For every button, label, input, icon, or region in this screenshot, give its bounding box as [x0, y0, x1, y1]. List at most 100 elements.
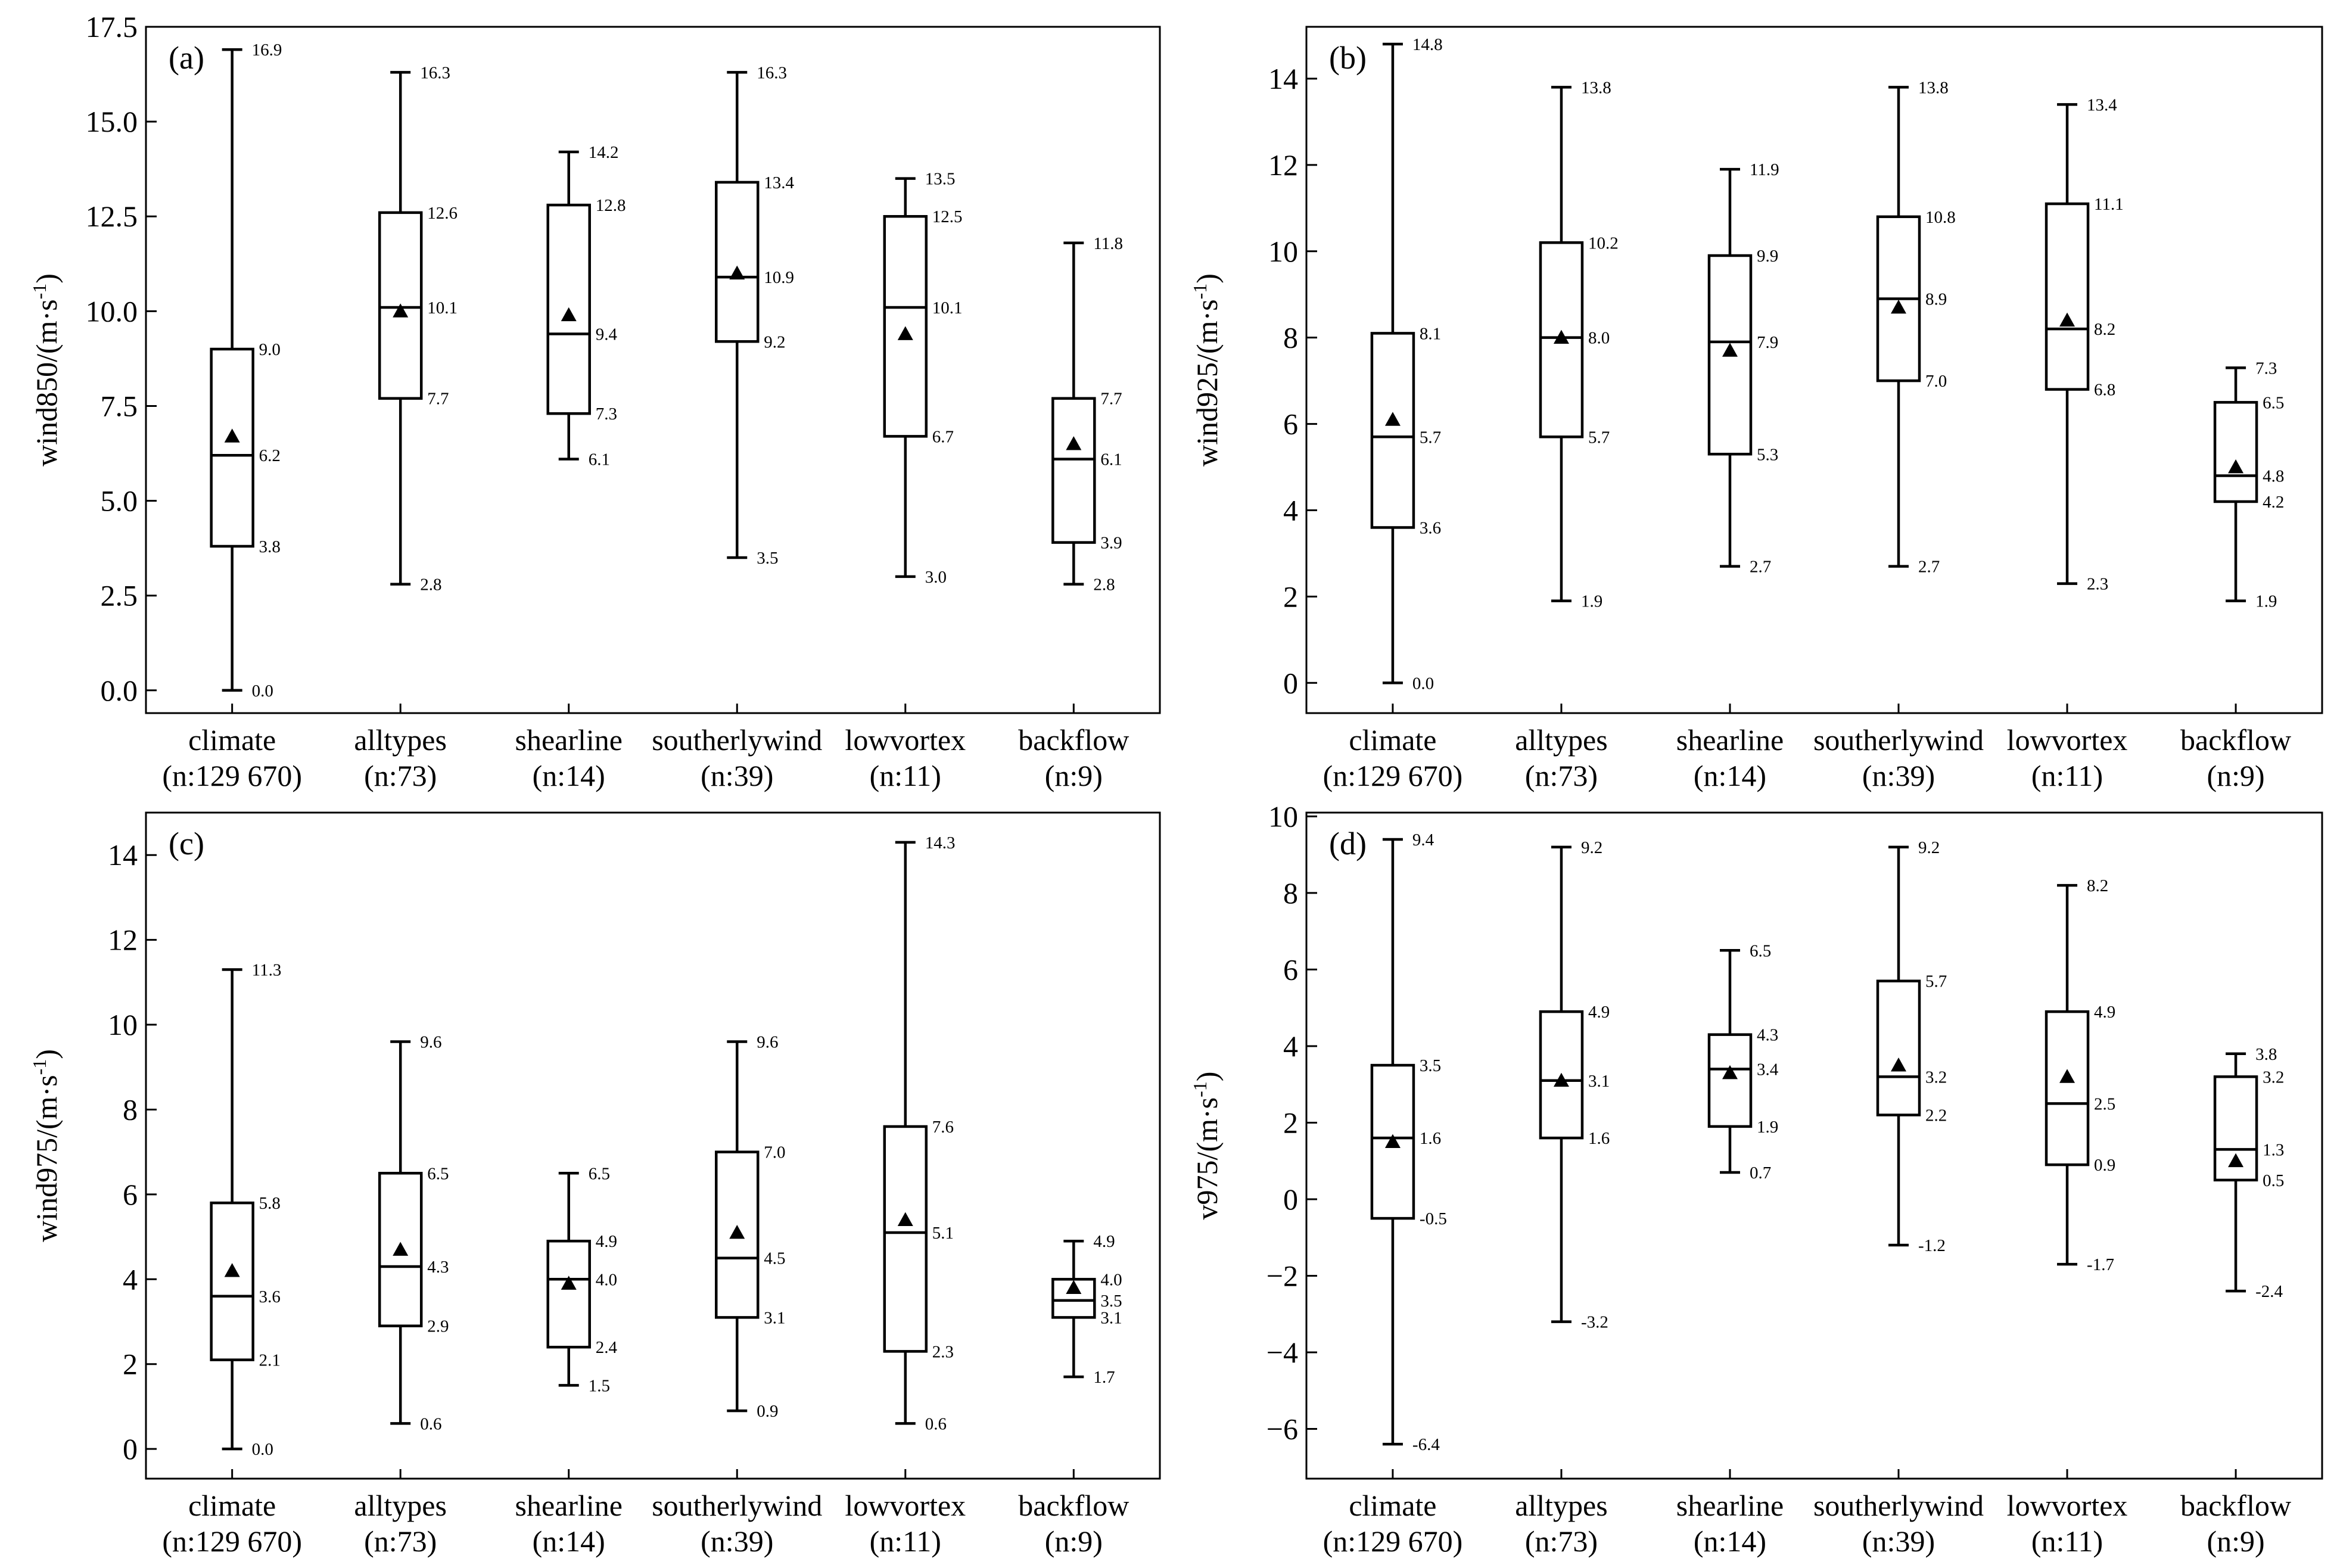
box-backflow: 11.8 7.7 6.1 3.9 2.8 [1051, 234, 1123, 595]
median-value-label: 3.2 [1925, 1068, 1947, 1087]
mean-marker [1384, 1134, 1401, 1148]
median-value-label: 2.5 [2094, 1094, 2115, 1113]
mean-marker [561, 1275, 577, 1290]
median-value-label: 4.3 [427, 1258, 449, 1277]
y-tick-label: 6 [1283, 953, 1298, 986]
box-shearline: 11.9 9.9 7.9 5.3 2.7 [1707, 160, 1779, 577]
min-value-label: 2.3 [2087, 575, 2108, 594]
category-count-label: (n:14) [1694, 1525, 1766, 1558]
category-label: southerlywind [652, 1489, 822, 1522]
max-value-label: 16.9 [252, 41, 282, 60]
min-value-label: 0.0 [252, 1440, 273, 1459]
y-tick-label: 8 [123, 1093, 138, 1126]
box-alltypes: 16.3 12.6 10.1 7.7 2.8 [378, 63, 458, 595]
y-axis-label: wind850/(m·s-1) [29, 273, 63, 466]
panel-d: (d) −6 −4 −2 0 2 4 6 8 10 v975/(m·s-1) climate(n:12… [1189, 799, 2323, 1558]
category-count-label: (n:11) [870, 759, 941, 792]
category-label: shearline [1676, 1489, 1784, 1522]
min-value-label: 1.5 [589, 1376, 610, 1395]
q1-value-label: 3.6 [1420, 518, 1441, 537]
q3-value-label: 10.2 [1588, 234, 1619, 253]
panel-label: (a) [169, 40, 204, 76]
iqr-box [1876, 979, 1921, 1116]
category-count-label: (n:9) [2207, 759, 2264, 792]
q3-value-label: 3.2 [2263, 1068, 2284, 1087]
min-value-label: -1.7 [2087, 1255, 2114, 1274]
max-value-label: 14.3 [925, 833, 956, 853]
max-value-label: 3.8 [2255, 1045, 2277, 1064]
mean-marker [2228, 1153, 2244, 1168]
q1-value-label: 0.9 [2094, 1156, 2115, 1175]
panel-c: (c)02468101214wind975/(m·s-1)climate(n:1… [29, 811, 1161, 1558]
y-tick-label: 14 [108, 838, 138, 872]
y-tick-label: 12.5 [86, 200, 138, 233]
panel-a: (a) 0.0 2.5 5.0 7.5 10.0 12.5 15.0 17.5 wind850/(… [29, 10, 1161, 792]
category-count-label: (n:39) [1862, 1525, 1935, 1558]
q1-value-label: 5.7 [1588, 428, 1610, 447]
min-value-label: 2.7 [1750, 558, 1771, 577]
q1-value-label: 3.1 [764, 1308, 785, 1327]
max-value-label: 9.6 [420, 1033, 441, 1052]
mean-marker [1722, 343, 1738, 357]
box-backflow: 3.8 3.2 1.3 0.5 -2.4 [2213, 1045, 2284, 1301]
q3-value-label: 7.6 [932, 1118, 954, 1137]
max-value-label: 14.2 [589, 143, 619, 162]
plot-frame [1305, 26, 2323, 714]
max-value-label: 13.8 [1581, 78, 1611, 97]
min-value-label: -1.2 [1918, 1236, 1946, 1255]
y-tick-label: 6 [123, 1178, 138, 1211]
mean-marker [897, 1212, 913, 1227]
box-backflow: 4.9 4.0 3.53.1 1.7 [1051, 1232, 1122, 1387]
median-value-label: 5.1 [932, 1224, 954, 1243]
q3-value-label: 3.5 [1420, 1056, 1441, 1075]
max-value-label: 13.4 [2087, 95, 2117, 114]
mean-marker [729, 265, 745, 280]
q1-value-label: 0.5 [2263, 1171, 2284, 1190]
q3-value-label: 4.3 [1757, 1026, 1778, 1045]
category-label: shearline [515, 1489, 622, 1522]
category-label: southerlywind [652, 723, 822, 757]
mean-marker [897, 326, 913, 340]
y-tick-label: 10 [1268, 799, 1298, 833]
iqr-box [210, 347, 254, 548]
iqr-box [883, 1125, 928, 1353]
panel-label: (d) [1329, 826, 1367, 861]
category-count-label: (n:73) [1525, 1525, 1598, 1558]
box-southerlywind: 13.8 10.8 8.9 7.0 2.7 [1876, 78, 1956, 577]
mean-marker [2059, 1069, 2075, 1083]
q3-value-label: 13.4 [764, 173, 794, 192]
q1-value-label: 7.3 [596, 405, 617, 424]
box-lowvortex: 13.4 11.1 8.2 6.8 2.3 [2045, 95, 2124, 594]
box-backflow: 7.3 6.5 4.8 4.2 1.9 [2213, 359, 2284, 611]
iqr-box [1539, 241, 1584, 438]
box-climate: 14.8 8.1 5.7 3.6 0.0 [1370, 35, 1443, 693]
y-tick-label: 14 [1268, 62, 1298, 95]
y-tick-label: 0 [123, 1432, 138, 1466]
category-count-label: (n:129 670) [1323, 759, 1463, 792]
panel-b: (b)02468101214wind925/(m·s-1)climate(n:1… [1189, 26, 2323, 792]
q1-value-label: 2.9 [427, 1317, 449, 1336]
mean-marker [1066, 1280, 1082, 1294]
category-label: backflow [1018, 723, 1129, 757]
box-southerlywind: 9.6 7.0 4.5 3.1 0.9 [715, 1033, 786, 1421]
min-value-label: 3.0 [925, 568, 947, 587]
max-value-label: 9.2 [1918, 838, 1940, 857]
iqr-box [1370, 332, 1415, 529]
y-tick-label: 4 [1283, 1029, 1298, 1063]
q3-value-label: 8.1 [1420, 324, 1441, 343]
iqr-box [546, 1239, 591, 1349]
category-label: shearline [1676, 723, 1784, 757]
panel-label: (b) [1329, 40, 1367, 76]
min-value-label: 6.1 [589, 450, 610, 469]
max-value-label: 14.8 [1412, 35, 1443, 54]
min-value-label: 0.6 [420, 1414, 441, 1433]
y-tick-label: 10 [1268, 235, 1298, 268]
category-count-label: (n:73) [1525, 759, 1598, 792]
median-value-label: 4.0 [596, 1270, 617, 1289]
y-tick-label: −4 [1266, 1336, 1298, 1369]
q3-value-label: 12.5 [932, 207, 963, 226]
median-value-label: 6.1 [1100, 450, 1122, 469]
median-value-label: 5.7 [1420, 428, 1441, 447]
q3-value-label: 4.9 [2094, 1003, 2115, 1022]
min-value-label: 2.8 [420, 575, 441, 595]
